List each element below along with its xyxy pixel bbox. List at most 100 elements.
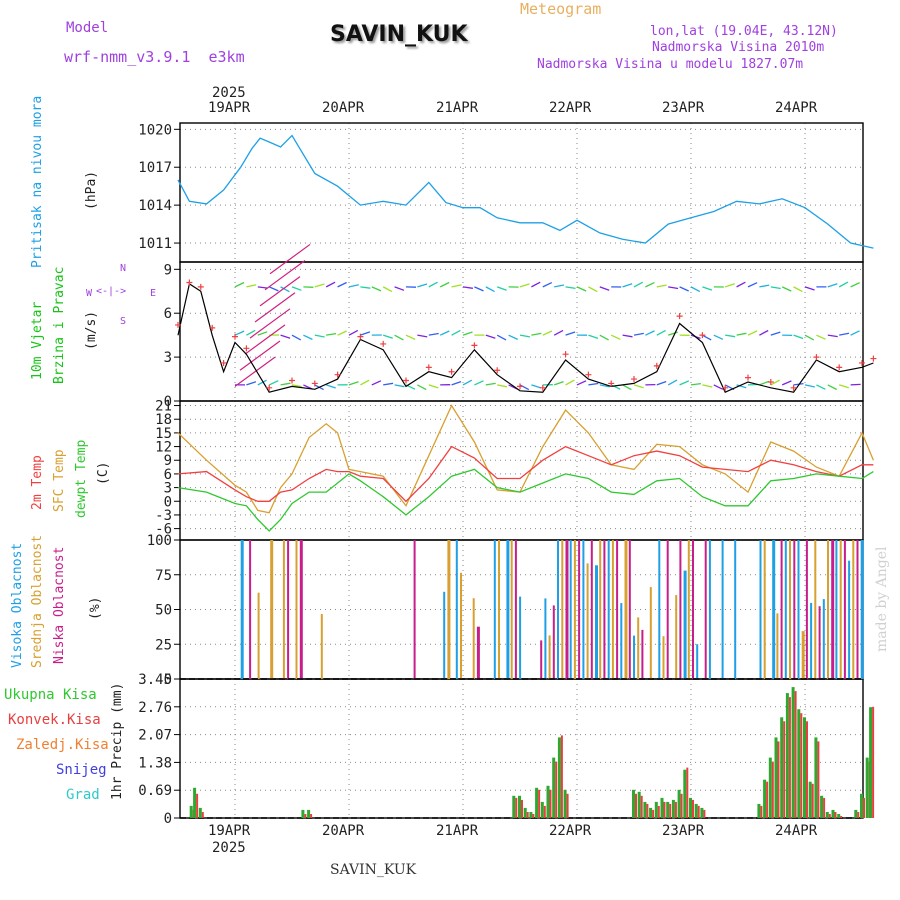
cloud-bar (789, 540, 791, 679)
wind-arrow (656, 380, 667, 386)
precip-total-bar (643, 801, 647, 818)
y-tick-label: 0 (164, 394, 172, 410)
wind-gust-mark (209, 324, 216, 331)
cloud-bar (599, 540, 602, 679)
wind-arrow (736, 384, 747, 389)
y-tick-label: 0 (164, 811, 172, 827)
wind-arrow (462, 379, 473, 386)
wind-gust-mark (517, 383, 523, 390)
y-tick-label: 3.45 (138, 672, 172, 688)
wind-gust-mark (676, 313, 683, 320)
wind-arrow (519, 283, 530, 288)
bottom-tick-label: 20APR (322, 823, 365, 839)
wind-arrow (451, 380, 462, 386)
top-tick-label: 19APR (208, 100, 251, 116)
precip-total-bar (198, 807, 202, 818)
wind-arrow (246, 381, 257, 386)
cloud-bar (852, 540, 855, 679)
wind-arrow (702, 334, 712, 341)
wind-arrow (531, 384, 542, 389)
precip-total-bar (557, 737, 561, 818)
precip-total-bar (660, 797, 664, 818)
compass-e-label: E (150, 288, 157, 299)
y-tick-label: 21 (155, 399, 172, 415)
top-tick-label: 23APR (662, 100, 705, 116)
wind-arrow (496, 334, 507, 341)
y-tick-label: 1011 (138, 236, 172, 252)
wind-gust-mark (870, 355, 877, 362)
wind-arrow (268, 380, 279, 386)
wind-arrow (668, 286, 679, 290)
wind-arrow (668, 331, 678, 336)
cloud-bar (249, 540, 252, 679)
precip-conv-bar (834, 812, 837, 818)
y-tick-label: 6 (164, 467, 172, 483)
wind-arrow (485, 334, 496, 339)
precip-conv-bar (555, 761, 558, 818)
wind-arrow (474, 380, 484, 386)
cloud-bar (649, 587, 652, 679)
precip-conv-bar (674, 801, 677, 818)
wind-arrow (827, 283, 838, 288)
cloud-bar (506, 540, 510, 679)
wind-arrow (303, 334, 313, 340)
y-tick-label: 1014 (138, 198, 172, 214)
precip-total-bar (768, 757, 772, 818)
wind-arrow (679, 286, 689, 292)
cloud-bar (662, 636, 665, 679)
wind-arrow (724, 283, 735, 288)
precip-total-bar (865, 757, 869, 818)
wind-arrow (519, 334, 531, 338)
wind-arrow (633, 281, 644, 288)
cloud-bar (573, 540, 576, 679)
wind-gust-mark (357, 333, 364, 340)
precip-conv-bar (703, 809, 706, 818)
wind-arrow (244, 324, 286, 355)
wind-arrow (622, 334, 633, 338)
wind-arrow (633, 384, 644, 389)
wind-arrow (246, 329, 256, 336)
cloud-bar (569, 540, 572, 679)
wind-gust-mark (186, 279, 193, 286)
precip-conv-bar (201, 812, 204, 818)
cloud-bar (595, 565, 598, 679)
precip-conv-bar (777, 741, 780, 818)
y-tick-label: 18 (155, 412, 172, 428)
y-tick-label: 15 (155, 426, 172, 442)
wind-arrow (816, 384, 826, 390)
precip-conv-bar (560, 735, 563, 818)
precip-total-bar (854, 809, 858, 818)
wind-arrow (565, 331, 576, 336)
cloud-bar (611, 540, 614, 679)
precip-frz-label: Zaledj.Kisa (16, 737, 109, 753)
wind-arrow (428, 384, 439, 389)
bottom-tick-label: 23APR (662, 823, 705, 839)
precip-conv-label: Konvek.Kisa (8, 712, 101, 728)
y-tick-label: 3 (164, 350, 172, 366)
wind-arrow (383, 334, 393, 339)
cloud-bar (295, 540, 298, 679)
cloud-bar (637, 617, 640, 679)
precip-total-bar (837, 814, 841, 818)
wind-arrow (565, 379, 575, 386)
precip-total-bar (774, 737, 778, 818)
precip-conv-bar (657, 805, 660, 818)
precip-total-bar (671, 799, 675, 818)
cloud-bar (772, 540, 776, 679)
wind-arrow (827, 384, 837, 391)
wind-arrow (599, 334, 609, 341)
cloud-bar (544, 598, 547, 679)
wind-arrow (264, 260, 306, 291)
cloud-bar (624, 540, 628, 679)
wind-arrow (565, 286, 576, 290)
wind-gust-mark (471, 342, 478, 349)
panel-frame (179, 122, 864, 263)
precip-conv-bar (863, 797, 865, 818)
precip-total-bar (535, 787, 539, 818)
precip-total-bar (301, 809, 305, 818)
wind-arrow (759, 380, 770, 386)
cloud-bar (519, 596, 522, 679)
wind-arrow (736, 281, 746, 288)
precip-conv-bar (811, 783, 814, 818)
